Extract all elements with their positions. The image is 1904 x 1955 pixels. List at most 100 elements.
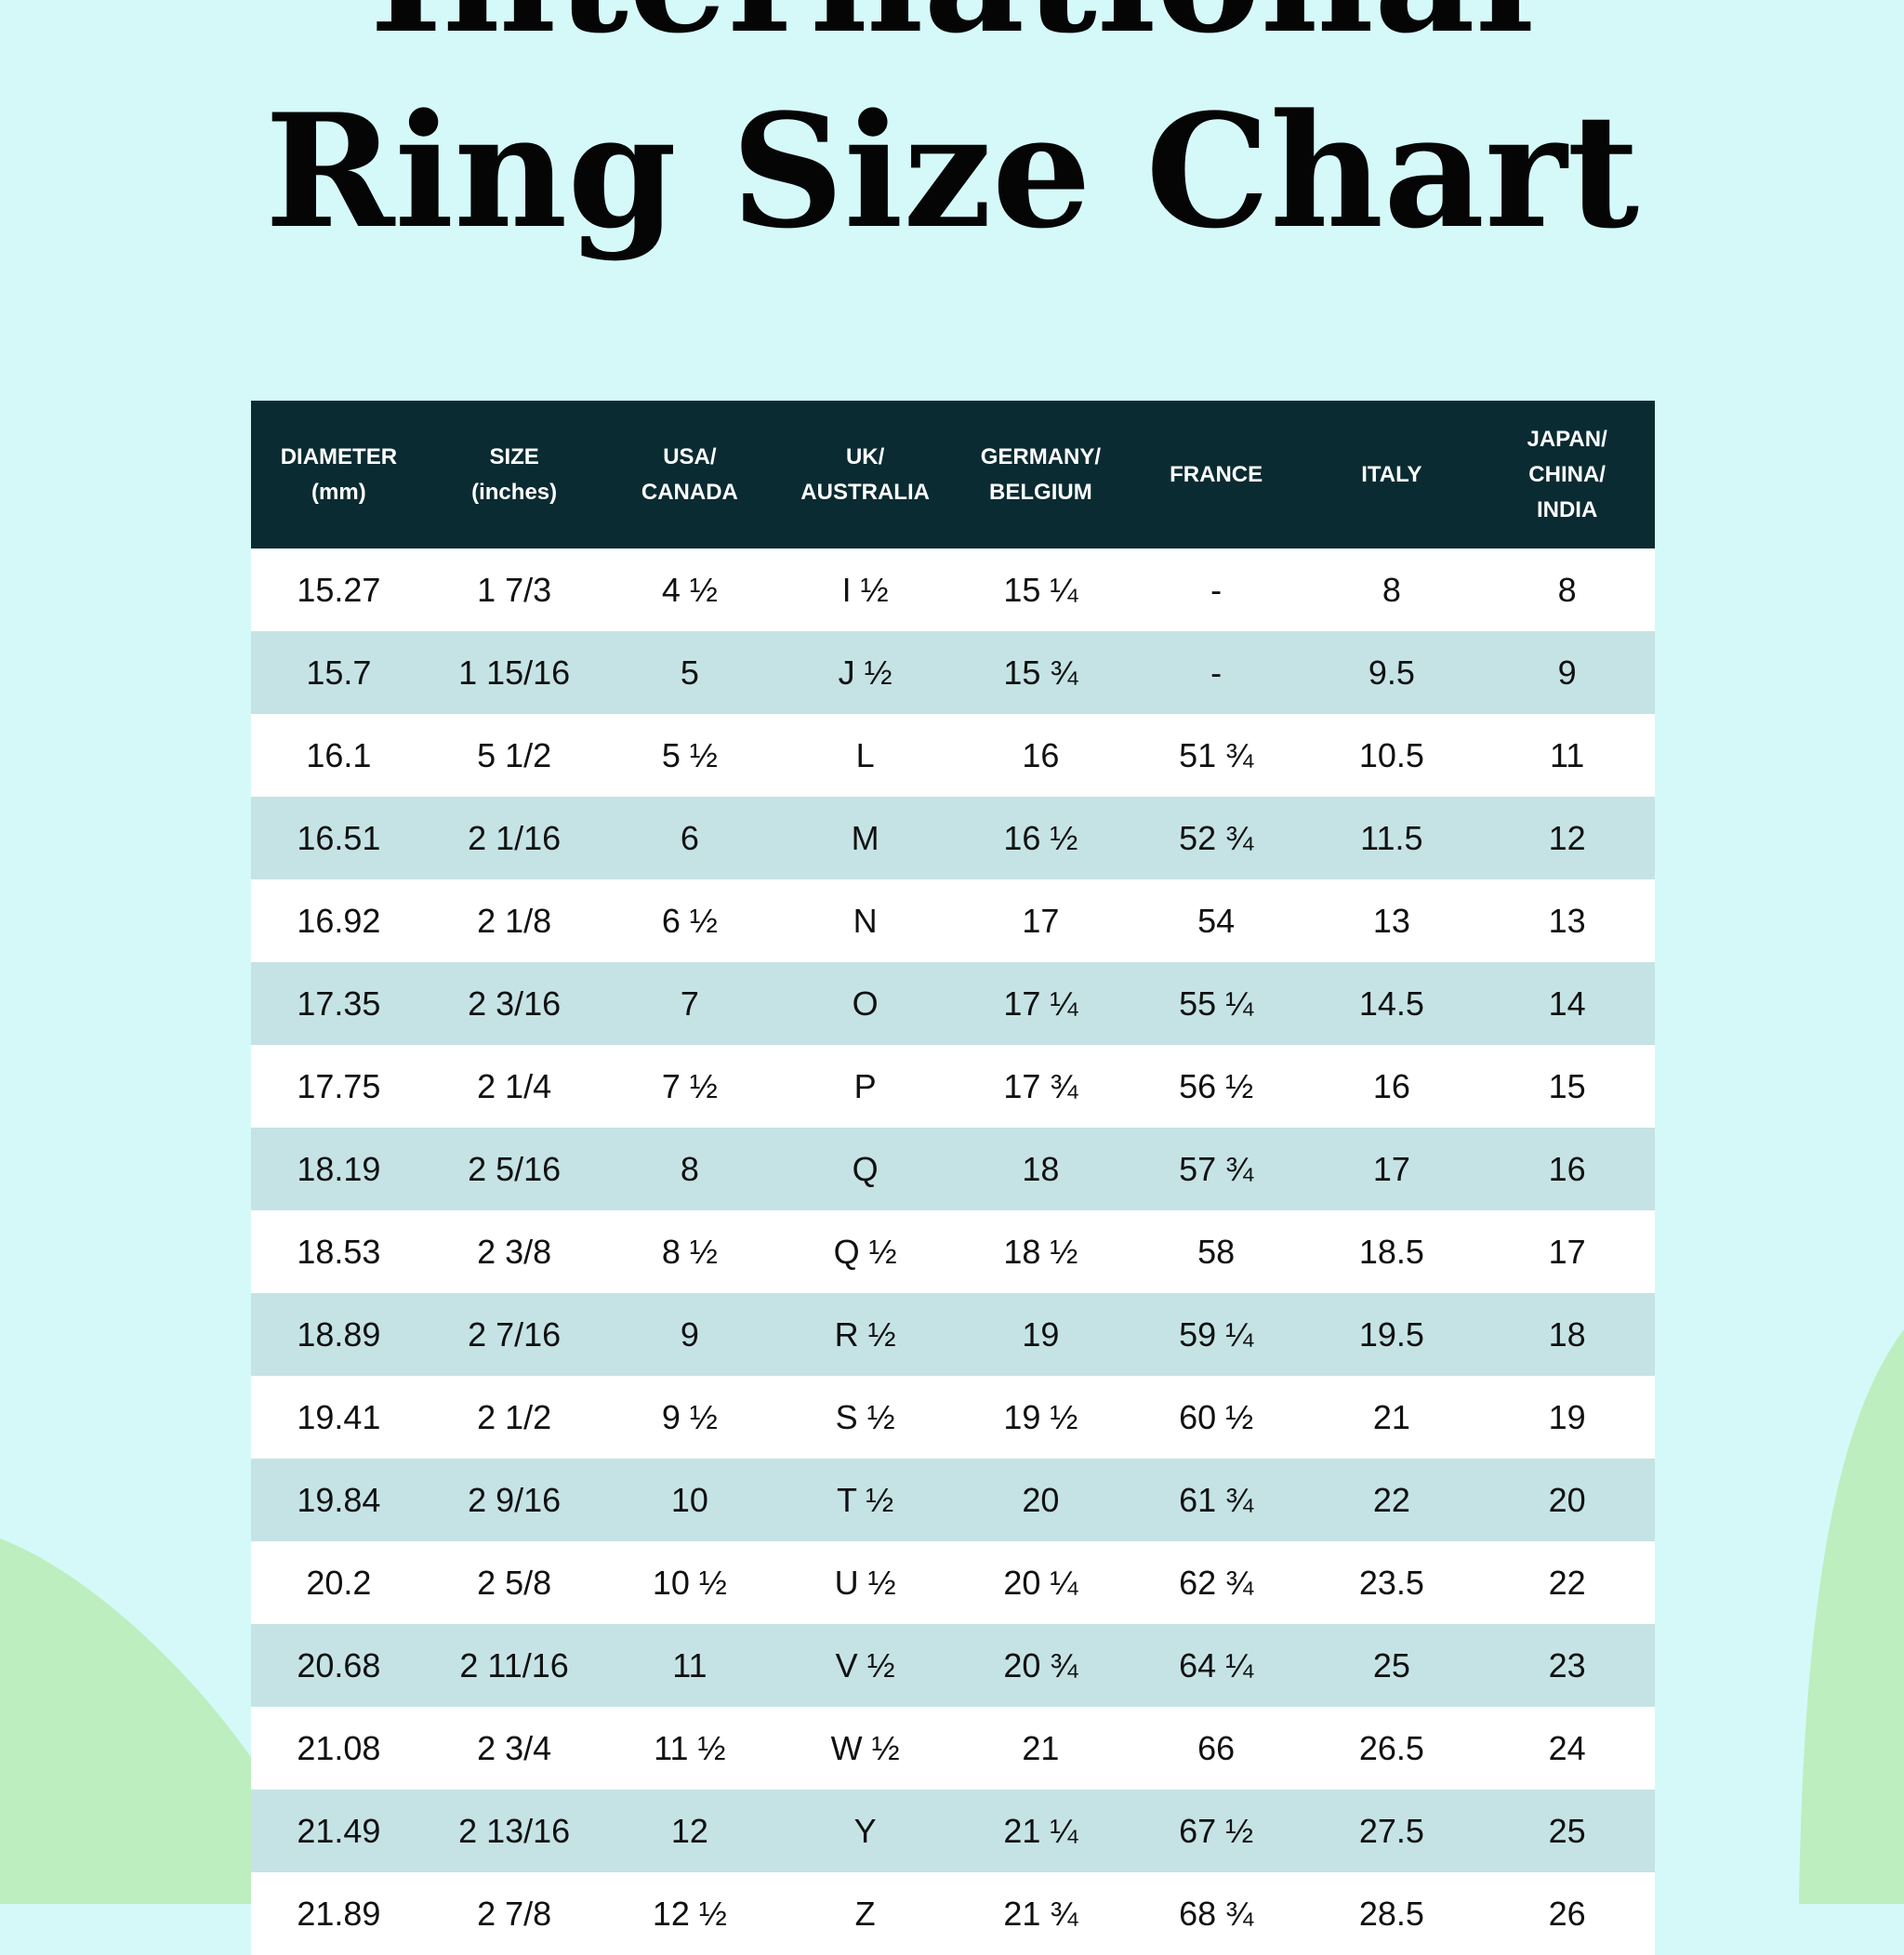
table-row: 16.51 2 1/16 6 M 16 ½ 52 ¾ 11.5 12 xyxy=(251,797,1655,879)
table-cell: 8 ½ xyxy=(602,1210,778,1293)
table-cell: 61 ¾ xyxy=(1128,1459,1304,1541)
table-cell: 2 11/16 xyxy=(426,1624,602,1707)
table-cell: 55 ¼ xyxy=(1128,962,1304,1045)
table-cell: 2 5/16 xyxy=(426,1128,602,1210)
table-cell: 16 ½ xyxy=(953,797,1129,879)
table-cell: 27.5 xyxy=(1303,1790,1480,1872)
table-cell: 24 xyxy=(1479,1707,1655,1790)
table-cell: 21 ¾ xyxy=(953,1872,1129,1955)
table-row: 17.35 2 3/16 7 O 17 ¼ 55 ¼ 14.5 14 xyxy=(251,962,1655,1045)
column-header: DIAMETER (mm) xyxy=(251,401,427,548)
table-cell: 15 ¼ xyxy=(953,548,1129,631)
table-cell: 4 ½ xyxy=(602,548,778,631)
table-cell: 14.5 xyxy=(1303,962,1480,1045)
table-cell: 17 xyxy=(1479,1210,1655,1293)
table-cell: 20.2 xyxy=(251,1541,427,1624)
table-cell: 9 xyxy=(602,1293,778,1376)
table-cell: 23.5 xyxy=(1303,1541,1480,1624)
column-header: USA/CANADA xyxy=(602,401,778,548)
table-cell: 21.49 xyxy=(251,1790,427,1872)
header-line: CANADA xyxy=(641,479,738,505)
table-cell: 12 xyxy=(1479,797,1655,879)
table-cell: 17 ¾ xyxy=(953,1045,1129,1128)
table-cell: 5 xyxy=(602,631,778,714)
blob-left xyxy=(0,1539,325,1904)
table-cell: 19.5 xyxy=(1303,1293,1480,1376)
table-cell: J ½ xyxy=(777,631,953,714)
header-line: (mm) xyxy=(311,479,366,505)
table-cell: 66 xyxy=(1128,1707,1304,1790)
header-line: ITALY xyxy=(1361,461,1422,487)
table-cell: 18 xyxy=(1479,1293,1655,1376)
table-cell: 11 xyxy=(1479,714,1655,797)
table-cell: 2 1/16 xyxy=(426,797,602,879)
table-cell: 17 xyxy=(1303,1128,1480,1210)
table-cell: 1 15/16 xyxy=(426,631,602,714)
table-cell: 2 3/4 xyxy=(426,1707,602,1790)
table-cell: O xyxy=(777,962,953,1045)
table-cell: V ½ xyxy=(777,1624,953,1707)
table-cell: 16 xyxy=(1479,1128,1655,1210)
header-line: (inches) xyxy=(471,479,558,505)
table-cell: L xyxy=(777,714,953,797)
table-cell: 23 xyxy=(1479,1624,1655,1707)
table-cell: 17.75 xyxy=(251,1045,427,1128)
table-cell: 16 xyxy=(1303,1045,1480,1128)
table-cell: Z xyxy=(777,1872,953,1955)
table-cell: 11 ½ xyxy=(602,1707,778,1790)
table-cell: 22 xyxy=(1479,1541,1655,1624)
table-cell: 16.51 xyxy=(251,797,427,879)
table-cell: 5 1/2 xyxy=(426,714,602,797)
table-cell: I ½ xyxy=(777,548,953,631)
table-cell: 26.5 xyxy=(1303,1707,1480,1790)
table-cell: 2 3/16 xyxy=(426,962,602,1045)
column-header: FRANCE xyxy=(1128,401,1304,548)
column-header: UK/AUSTRALIA xyxy=(777,401,953,548)
table-cell: 57 ¾ xyxy=(1128,1128,1304,1210)
column-header: SIZE (inches) xyxy=(426,401,602,548)
table-cell: 12 xyxy=(602,1790,778,1872)
header-line: UK/ xyxy=(845,443,885,469)
table-cell: 15.27 xyxy=(251,548,427,631)
background-shapes xyxy=(0,1329,1904,1904)
table-cell: 52 ¾ xyxy=(1128,797,1304,879)
table-cell: 59 ¼ xyxy=(1128,1293,1304,1376)
table-cell: Q ½ xyxy=(777,1210,953,1293)
header-line: USA/ xyxy=(663,443,717,469)
table-cell: 8 xyxy=(1479,548,1655,631)
column-header: GERMANY/BELGIUM xyxy=(953,401,1129,548)
table-cell: 13 xyxy=(1479,879,1655,962)
table-cell: S ½ xyxy=(777,1376,953,1459)
table-cell: 2 5/8 xyxy=(426,1541,602,1624)
table-cell: 16 xyxy=(953,714,1129,797)
table-row: 18.19 2 5/16 8 Q 18 57 ¾ 17 16 xyxy=(251,1128,1655,1210)
table-cell: 10 xyxy=(602,1459,778,1541)
header-row: DIAMETER (mm) SIZE (inches) USA/CANADA UK/AUS… xyxy=(251,401,1655,548)
table-cell: 21 xyxy=(1303,1376,1480,1459)
title-line: Ring Size Chart xyxy=(264,79,1640,263)
table-cell: 15 xyxy=(1479,1045,1655,1128)
table-row: 16.1 5 1/2 5 ½ L 16 51 ¾ 10.5 11 xyxy=(251,714,1655,797)
table-cell: - xyxy=(1128,631,1304,714)
table-cell: 15 ¾ xyxy=(953,631,1129,714)
table-cell: 25 xyxy=(1303,1624,1480,1707)
table-cell: 21 xyxy=(953,1707,1129,1790)
ring-size-table: DIAMETER (mm) SIZE (inches) USA/CANADA UK/AUS… xyxy=(251,401,1655,1955)
table-cell: P xyxy=(777,1045,953,1128)
table-cell: 19.84 xyxy=(251,1459,427,1541)
table-cell: 62 ¾ xyxy=(1128,1541,1304,1624)
table-cell: 6 xyxy=(602,797,778,879)
table-cell: 67 ½ xyxy=(1128,1790,1304,1872)
table-cell: 12 ½ xyxy=(602,1872,778,1955)
table-cell: N xyxy=(777,879,953,962)
table-cell: 20 xyxy=(953,1459,1129,1541)
table-cell: 2 13/16 xyxy=(426,1790,602,1872)
table-cell: T ½ xyxy=(777,1459,953,1541)
table-cell: 16.1 xyxy=(251,714,427,797)
table-cell: 9 ½ xyxy=(602,1376,778,1459)
table-row: 21.49 2 13/16 12 Y 21 ¼ 67 ½ 27.5 25 xyxy=(251,1790,1655,1872)
